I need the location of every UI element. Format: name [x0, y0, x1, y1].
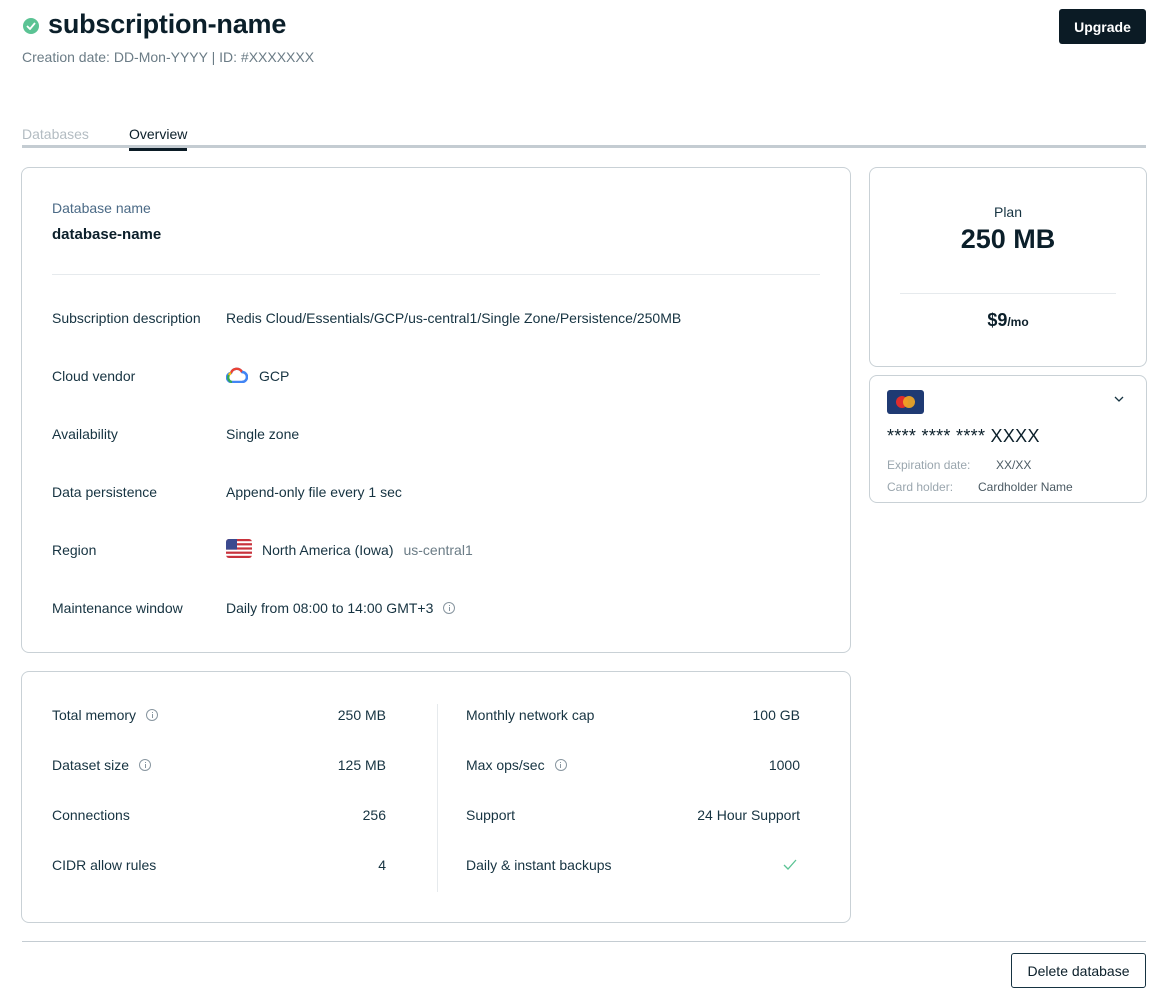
info-icon[interactable] — [139, 759, 152, 771]
info-value: North America (Iowa) us-central1 — [226, 539, 473, 558]
stat-value: 250 MB — [337, 707, 386, 723]
info-label: Data persistence — [52, 484, 158, 500]
card-holder-label: Card holder: — [887, 480, 954, 494]
page-title: subscription-name — [48, 9, 287, 39]
check-icon — [783, 859, 797, 870]
info-row-subscription-description: Subscription description Redis Cloud/Ess… — [52, 306, 820, 330]
plan-price: $9/mo — [870, 310, 1146, 331]
stat-label: Total memory — [52, 707, 159, 723]
region-code: us-central1 — [403, 542, 473, 558]
info-label: Maintenance window — [52, 600, 183, 616]
stat-row-backups: Daily & instant backups — [466, 852, 800, 902]
stat-value: 1000 — [768, 757, 800, 773]
gcp-icon — [226, 367, 248, 383]
info-row-availability: Availability Single zone — [52, 422, 820, 446]
info-icon[interactable] — [443, 602, 456, 614]
stats-divider — [437, 704, 438, 892]
mastercard-icon — [887, 390, 924, 414]
expiration-value: XX/XX — [996, 458, 1032, 472]
stat-row-total-memory: Total memory 250 MB — [52, 702, 386, 752]
info-value: Append-only file every 1 sec — [226, 484, 402, 500]
stat-row-support: Support 24 Hour Support — [466, 802, 800, 852]
stat-value: 256 — [362, 807, 386, 823]
database-name-value: database-name — [52, 226, 162, 243]
stat-label: Daily & instant backups — [466, 857, 612, 873]
price-amount: $9 — [987, 310, 1008, 330]
stat-value: 24 Hour Support — [697, 807, 800, 823]
stat-value: 4 — [378, 857, 386, 873]
page-header: subscription-name Creation date: DD-Mon-… — [22, 8, 1146, 78]
stat-row-connections: Connections 256 — [52, 802, 386, 852]
stat-label: Monthly network cap — [466, 707, 595, 723]
payment-method-card[interactable]: **** **** **** XXXX Expiration date: XX/… — [869, 375, 1147, 503]
stat-value: 125 MB — [337, 757, 386, 773]
upgrade-button[interactable]: Upgrade — [1059, 9, 1146, 44]
stats-right-column: Monthly network cap 100 GB Max ops/sec 1… — [466, 702, 800, 902]
stat-value: 100 GB — [752, 707, 800, 723]
info-value: Daily from 08:00 to 14:00 GMT+3 — [226, 600, 456, 616]
stat-row-dataset-size: Dataset size 125 MB — [52, 752, 386, 802]
card-holder-value: Cardholder Name — [978, 480, 1073, 494]
info-label: Cloud vendor — [52, 368, 136, 384]
info-value: Single zone — [226, 426, 300, 442]
stats-left-column: Total memory 250 MB Dataset size 125 MB … — [52, 702, 386, 902]
stat-label: Max ops/sec — [466, 757, 567, 773]
tab-bar: Databases Overview — [22, 124, 1146, 151]
expiration-label: Expiration date: — [887, 458, 971, 472]
price-unit: /mo — [1007, 315, 1029, 329]
info-value: GCP — [226, 367, 289, 384]
info-value: Redis Cloud/Essentials/GCP/us-central1/S… — [226, 310, 682, 326]
stat-label: CIDR allow rules — [52, 857, 157, 873]
info-row-region: Region North America (Iowa) us-central1 — [52, 538, 820, 562]
info-icon[interactable] — [146, 709, 159, 721]
info-row-data-persistence: Data persistence Append-only file every … — [52, 480, 820, 504]
plan-card: Plan 250 MB $9/mo — [869, 167, 1147, 367]
plan-size: 250 MB — [960, 224, 1056, 254]
divider — [900, 293, 1116, 294]
stat-label: Dataset size — [52, 757, 152, 773]
info-label: Region — [52, 542, 97, 558]
subscription-stats-card: Total memory 250 MB Dataset size 125 MB … — [21, 671, 851, 923]
stat-row-max-ops: Max ops/sec 1000 — [466, 752, 800, 802]
divider — [52, 274, 820, 275]
footer-divider — [22, 941, 1146, 942]
stat-label: Support — [466, 807, 516, 823]
stat-label: Connections — [52, 807, 130, 823]
page-subtitle: Creation date: DD-Mon-YYYY | ID: #XXXXXX… — [22, 49, 315, 65]
stat-row-monthly-network-cap: Monthly network cap 100 GB — [466, 702, 800, 752]
info-label: Availability — [52, 426, 118, 442]
tab-databases[interactable]: Databases — [22, 126, 89, 142]
status-check-icon — [23, 18, 39, 34]
plan-label: Plan — [993, 204, 1023, 220]
delete-database-button[interactable]: Delete database — [1011, 953, 1146, 988]
chevron-down-icon[interactable] — [1114, 396, 1124, 402]
card-number: **** **** **** XXXX — [887, 426, 1040, 446]
info-icon[interactable] — [554, 759, 567, 771]
info-row-maintenance-window: Maintenance window Daily from 08:00 to 1… — [52, 596, 820, 620]
info-row-cloud-vendor: Cloud vendor GCP — [52, 364, 820, 388]
us-flag-icon — [226, 539, 252, 558]
tab-overview[interactable]: Overview — [129, 126, 188, 151]
stat-row-cidr-allow-rules: CIDR allow rules 4 — [52, 852, 386, 902]
database-name-label: Database name — [52, 200, 151, 216]
database-info-card: Database name database-name Subscription… — [21, 167, 851, 653]
info-label: Subscription description — [52, 310, 201, 326]
